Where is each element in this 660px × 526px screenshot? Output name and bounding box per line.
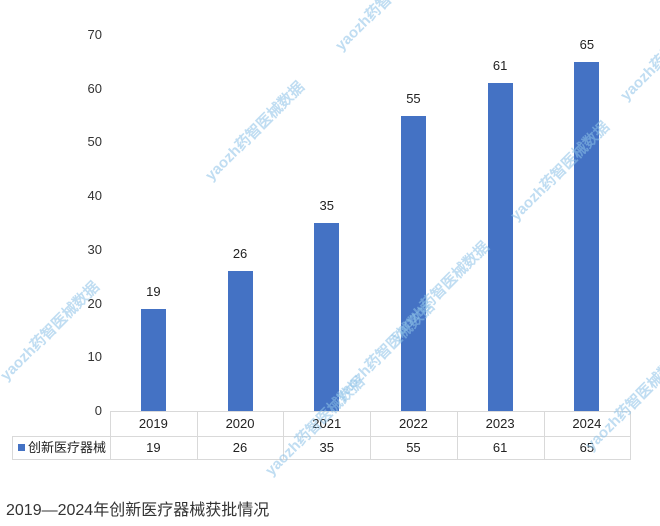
table-column-divider [543, 411, 545, 460]
legend-swatch-icon [18, 444, 25, 451]
bar-2022 [400, 115, 426, 411]
y-tick-label: 0 [94, 403, 102, 418]
bar-2023 [487, 83, 513, 411]
bar-value-label: 35 [319, 198, 334, 213]
y-tick-label: 10 [87, 349, 102, 365]
table-column-divider [110, 411, 111, 460]
table-header-cell: 2024 [572, 416, 602, 431]
watermark-text: yaozh药智医械数据 [617, 0, 660, 105]
bar-value-label: 19 [146, 283, 161, 299]
bar-value-label: 26 [232, 246, 248, 262]
bar-2019 [140, 308, 166, 411]
y-tick-label: 40 [87, 188, 102, 204]
watermark-text: yaozh药智医械数据 [0, 278, 103, 385]
table-column-divider [196, 411, 198, 460]
legend-item: 创新医疗器械 [18, 437, 106, 459]
table-column-divider [283, 411, 285, 460]
table-value-cell: 61 [492, 440, 508, 455]
bar-2020 [227, 271, 253, 411]
table-header-cell: 2022 [398, 416, 428, 431]
watermark-text: yaozh药智医械数据 [332, 0, 438, 55]
table-column-divider [370, 411, 372, 460]
bar-value-label: 55 [406, 90, 421, 106]
legend-label: 创新医疗器械 [28, 440, 107, 455]
table-header-cell: 2023 [485, 416, 515, 431]
bar-2021 [314, 223, 340, 411]
figure-caption: 2019—2024年创新医疗器械获批情况 [6, 502, 270, 519]
bar-value-label: 61 [492, 58, 508, 74]
table-column-divider [456, 411, 458, 460]
table-header-cell: 2019 [138, 416, 168, 431]
y-tick-label: 50 [87, 134, 102, 150]
table-value-cell: 65 [579, 440, 595, 455]
table-value-cell: 26 [232, 440, 248, 455]
table-value-cell: 19 [146, 440, 161, 455]
bar-chart: 0 10 20 30 40 50 60 70 19 26 35 55 61 65 2019 2020 202… [0, 0, 660, 479]
table-value-cell: 55 [406, 440, 421, 455]
y-tick-label: 60 [87, 80, 102, 96]
y-tick-label: 30 [87, 241, 102, 257]
table-value-cell: 35 [319, 440, 334, 455]
table-header-cell: 2020 [225, 416, 255, 431]
table-bottom-border [12, 459, 631, 460]
watermark-text: yaozh药智医械数据 [202, 78, 308, 185]
table-left-border [12, 436, 13, 460]
y-tick-label: 20 [87, 295, 102, 311]
y-tick-label: 70 [87, 27, 102, 42]
table-header-cell: 2021 [312, 416, 342, 431]
table-column-divider [630, 411, 632, 460]
bar-value-label: 65 [579, 36, 595, 52]
bar-2024 [574, 61, 600, 411]
table-row-divider [12, 436, 631, 437]
